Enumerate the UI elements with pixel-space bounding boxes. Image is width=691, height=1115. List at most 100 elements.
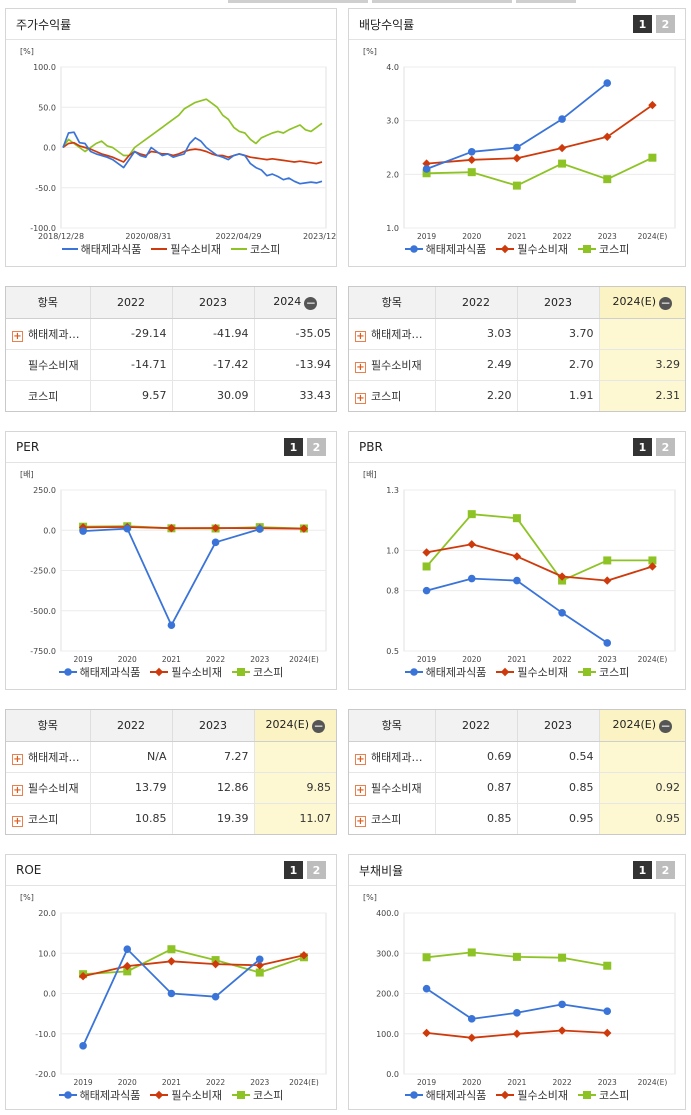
data-point — [512, 952, 521, 961]
legend-label: 해태제과식품 — [80, 243, 142, 256]
value-cell: 9.85 — [253, 772, 336, 804]
expand-icon[interactable]: + — [12, 784, 23, 796]
legend-swatch — [231, 668, 250, 676]
expand-icon[interactable]: + — [355, 753, 366, 765]
y-tick-label: -100.0 — [30, 224, 56, 233]
expand-icon[interactable]: + — [12, 753, 23, 765]
data-point — [79, 527, 87, 535]
expand-icon[interactable]: + — [355, 815, 366, 827]
row-label: 코스피 — [28, 812, 59, 826]
row-label: 해태제과… — [371, 327, 423, 341]
table-row: + 해태제과… 0.69 0.54 — [349, 741, 685, 773]
y-tick-label: 3.0 — [386, 117, 399, 126]
legend-label: 코스피 — [598, 243, 630, 256]
legend-item: 필수소비재 — [151, 241, 221, 257]
expand-icon[interactable]: + — [355, 784, 366, 796]
collapse-icon[interactable]: − — [659, 718, 673, 733]
x-tick-label: 2021 — [507, 232, 526, 240]
data-point — [513, 1009, 521, 1017]
page-1-button[interactable]: 1 — [284, 861, 303, 879]
legend-label: 필수소비재 — [171, 1089, 222, 1102]
series-line — [425, 513, 653, 582]
page-1-button[interactable]: 1 — [633, 438, 652, 456]
expand-icon[interactable]: + — [12, 815, 23, 827]
page-1-button[interactable]: 1 — [284, 438, 303, 456]
row-label: 필수소비재 — [371, 781, 422, 795]
page-2-button[interactable]: 2 — [307, 861, 326, 879]
collapse-icon[interactable]: − — [312, 718, 326, 733]
value-cell — [598, 741, 685, 773]
expand-icon[interactable]: + — [355, 392, 366, 404]
legend-label: 해태제과식품 — [425, 243, 487, 256]
legend-item: 필수소비재 — [150, 664, 222, 680]
column-header-label: 2023 — [199, 718, 227, 732]
y-tick-label: 0.8 — [386, 587, 399, 596]
data-point — [603, 576, 612, 585]
value-cell: 0.85 — [434, 803, 517, 834]
column-header: 2023 — [171, 287, 254, 319]
legend-label: 코스피 — [249, 243, 281, 256]
y-tick-label: -10.0 — [35, 1030, 56, 1039]
x-tick-label: 2022 — [206, 655, 225, 663]
column-header-label: 2023 — [544, 718, 572, 732]
column-header: 2024− — [253, 287, 336, 319]
x-tick-label: 2020 — [118, 1078, 137, 1086]
row-label: 코스피 — [371, 389, 402, 403]
data-point — [603, 639, 612, 647]
x-tick-label: 2019 — [417, 1078, 436, 1086]
column-header-label: 항목 — [381, 719, 402, 733]
page-2-button[interactable]: 2 — [656, 861, 675, 879]
collapse-icon[interactable]: − — [659, 295, 673, 310]
y-tick-label: -250.0 — [30, 567, 56, 576]
y-unit-label: [배] — [20, 470, 34, 479]
expand-icon[interactable]: + — [355, 330, 366, 342]
legend-swatch — [404, 668, 423, 676]
x-tick-label: 2024(E) — [289, 1078, 319, 1086]
x-tick-label: 2024(E) — [638, 655, 668, 663]
row-label-cell: + 해태제과… — [6, 741, 90, 773]
dividend-yield-chart: [%] 4.0 3.0 2.0 1.0 2019 2020 2021 2022 2023 2024(… — [363, 47, 676, 240]
legend-label: 코스피 — [598, 1089, 630, 1102]
data-point — [558, 115, 566, 123]
expand-icon[interactable]: + — [12, 330, 23, 342]
panel-title: PER — [16, 440, 40, 454]
legend-swatch — [151, 248, 168, 250]
value-cell: N/A — [89, 741, 172, 773]
series-line — [426, 543, 653, 582]
x-tick-label: 2021 — [162, 655, 181, 663]
panel-header: 주가수익률 — [6, 9, 336, 40]
column-header: 2024(E) − — [598, 710, 685, 742]
series-line — [426, 156, 653, 187]
x-tick-label: 2021 — [162, 1078, 181, 1086]
value-cell: 3.70 — [516, 318, 599, 350]
value-cell: 7.27 — [171, 741, 254, 773]
page-2-button[interactable]: 2 — [307, 438, 326, 456]
column-header-label: 2022 — [117, 718, 145, 732]
data-point — [603, 79, 612, 87]
data-point — [123, 967, 132, 976]
page-1-button[interactable]: 1 — [633, 15, 652, 33]
page-2-button[interactable]: 2 — [656, 438, 675, 456]
y-tick-label: 200.0 — [376, 990, 399, 999]
page-2-button[interactable]: 2 — [656, 15, 675, 33]
y-tick-label: 1.0 — [386, 224, 399, 233]
data-point — [582, 1091, 591, 1099]
row-label-cell: 코스피 — [6, 380, 90, 411]
roe-chart: [%] 20.0 10.0 0.0 -10.0 -20.0 2019 2020 2021 2022… — [20, 893, 327, 1086]
data-point — [603, 556, 612, 565]
data-point — [211, 992, 220, 1001]
data-point — [558, 608, 566, 617]
collapse-icon[interactable]: − — [304, 295, 318, 310]
value-cell — [598, 318, 685, 350]
x-tick-label: 2023 — [598, 1078, 617, 1086]
legend-item: 코스피 — [577, 241, 630, 257]
legend-item: 코스피 — [231, 1087, 283, 1103]
panel-title: 부채비율 — [359, 863, 404, 878]
expand-icon[interactable]: + — [355, 361, 366, 373]
page-1-button[interactable]: 1 — [633, 861, 652, 879]
value-cell: 13.79 — [89, 772, 172, 804]
legend-label: 필수소비재 — [171, 666, 222, 679]
row-label: 필수소비재 — [371, 358, 422, 372]
